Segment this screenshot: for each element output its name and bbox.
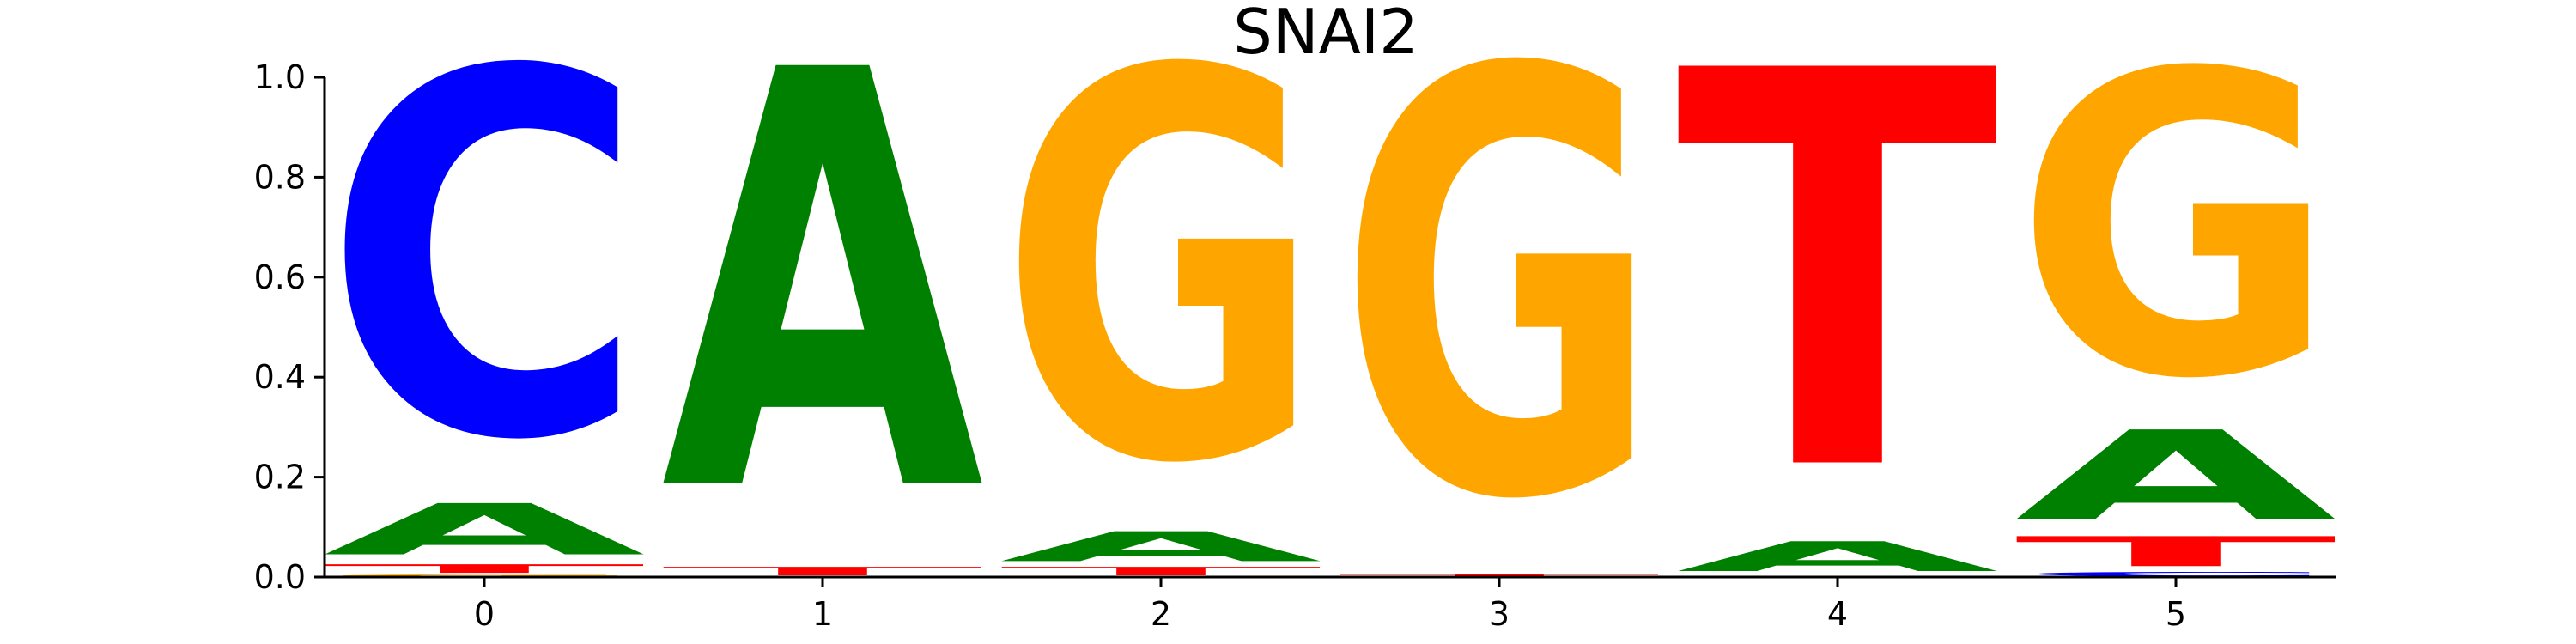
logo-letter-g: G [323,574,646,577]
logo-letter-g: G [2014,0,2337,470]
y-tick-label: 0.2 [254,459,306,496]
y-tick-label: 0.0 [254,558,306,596]
chart-title: SNAI2 [1233,0,1419,68]
x-tick-label: 0 [474,595,495,633]
x-axis-ticks: 0 1 2 3 4 5 [474,577,2186,633]
logo-letter-a: A [999,523,1325,570]
logo-letter-t: T [2014,528,2340,575]
x-tick-label: 5 [2166,595,2186,633]
x-tick-label: 3 [1489,595,1510,633]
x-tick-label: 1 [812,595,833,633]
logo-letter-t: T [661,564,987,578]
x-tick-label: 2 [1151,595,1171,633]
logo-letter-a: A [661,0,987,618]
logo-letter-a: A [323,489,648,571]
logo-letter-t: T [999,564,1325,578]
y-tick-label: 1.0 [254,58,306,96]
logo-letter-c: C [323,0,646,550]
logo-letter-c: C [2014,571,2337,578]
y-tick-label: 0.6 [254,258,306,296]
logo-letter-t: T [1676,0,2002,592]
logo-letter-a: A [1676,533,2002,580]
logo-letter-t: T [323,562,648,575]
y-tick-label: 0.8 [254,158,306,196]
x-tick-label: 4 [1827,595,1848,633]
logo-letter-g: G [999,0,1322,580]
y-axis-ticks: 0.0 0.2 0.4 0.6 0.8 1.0 [254,58,325,596]
logo-letter-t: T [1338,574,1663,577]
logo-letter-g: G [1338,0,1661,627]
y-tick-label: 0.4 [254,358,306,396]
logo-letter-a: A [2014,405,2340,548]
